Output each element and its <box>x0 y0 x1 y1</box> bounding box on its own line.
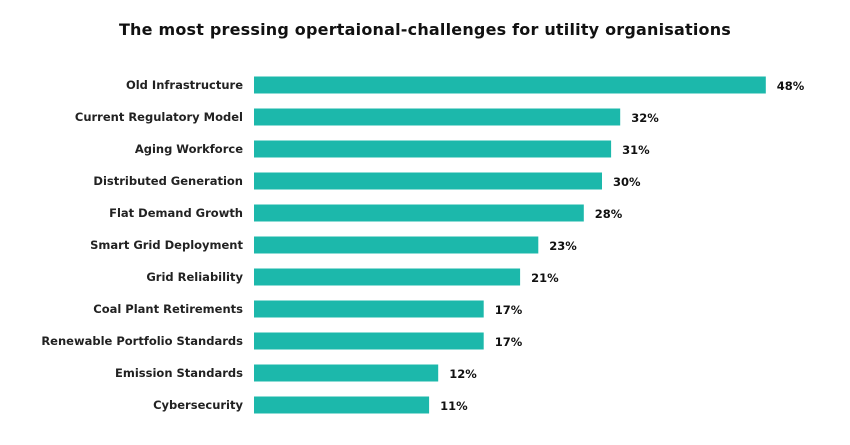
value-label: 23% <box>549 239 577 253</box>
value-label: 32% <box>631 111 659 125</box>
category-label: Flat Demand Growth <box>109 206 243 220</box>
bar <box>254 236 539 254</box>
category-label: Current Regulatory Model <box>75 110 243 124</box>
category-label: Cybersecurity <box>153 398 243 412</box>
value-label: 11% <box>440 399 468 413</box>
category-label: Aging Workforce <box>135 142 243 156</box>
category-label: Renewable Portfolio Standards <box>41 334 243 348</box>
category-label: Old Infrastructure <box>126 78 243 92</box>
category-label: Coal Plant Retirements <box>93 302 243 316</box>
value-label: 30% <box>613 175 641 189</box>
bar <box>254 300 484 318</box>
bar <box>254 108 621 126</box>
bar <box>254 364 439 382</box>
category-label: Emission Standards <box>115 366 243 380</box>
value-label: 17% <box>495 335 523 349</box>
bar <box>254 204 584 222</box>
value-label: 12% <box>449 367 477 381</box>
bar <box>254 268 521 286</box>
value-label: 31% <box>622 143 650 157</box>
value-label: 48% <box>777 79 805 93</box>
bar <box>254 172 602 190</box>
bar <box>254 140 612 158</box>
value-label: 28% <box>595 207 623 221</box>
bar <box>254 332 484 350</box>
bar <box>254 396 430 414</box>
bar <box>254 76 766 94</box>
category-label: Grid Reliability <box>146 270 243 284</box>
category-label: Smart Grid Deployment <box>90 238 243 252</box>
category-label: Distributed Generation <box>93 174 243 188</box>
value-label: 17% <box>495 303 523 317</box>
chart-title: The most pressing opertaional-challenges… <box>118 20 732 39</box>
value-label: 21% <box>531 271 559 285</box>
